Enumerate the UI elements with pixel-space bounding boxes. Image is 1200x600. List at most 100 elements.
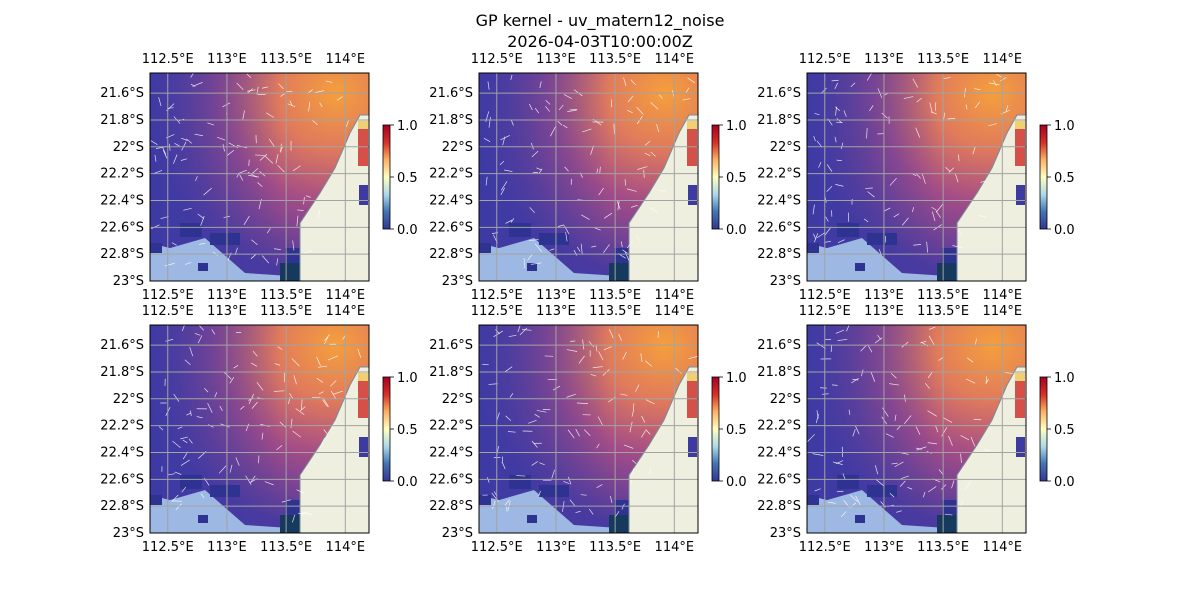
- wind-vector: [632, 403, 635, 410]
- wind-vector: [199, 242, 206, 245]
- wind-vector: [599, 166, 601, 174]
- wind-vector: [279, 421, 286, 428]
- low-cell-3: [479, 495, 491, 505]
- wind-vector: [245, 423, 250, 432]
- wind-vector: [293, 375, 297, 385]
- x-tick-label-top: 112.5°E: [799, 52, 851, 67]
- wind-vector: [549, 248, 555, 251]
- wind-vector: [536, 410, 547, 413]
- colorbar: [1039, 124, 1048, 230]
- wind-vector: [233, 365, 239, 369]
- wind-vector: [565, 232, 568, 242]
- wind-vector: [834, 136, 837, 143]
- x-tick-label-top: 112.5°E: [142, 304, 194, 319]
- wind-vector: [935, 425, 939, 433]
- wind-vector: [907, 486, 913, 490]
- figure-subtitle: 2026-04-03T10:00:00Z: [507, 32, 693, 51]
- wind-vector: [291, 358, 300, 367]
- wind-vector: [197, 335, 203, 344]
- wind-vector: [645, 360, 653, 367]
- wind-vector: [207, 122, 215, 126]
- wind-vector: [508, 431, 516, 433]
- y-tick-label: 23°S: [442, 526, 473, 541]
- wind-vector: [617, 200, 620, 211]
- land: [956, 114, 1026, 281]
- y-tick-label: 23°S: [770, 526, 801, 541]
- wind-vector: [891, 462, 898, 465]
- x-tick-label-bottom: 113°E: [536, 540, 576, 555]
- x-tick-label-top: 113°E: [536, 304, 576, 319]
- wind-vector: [357, 348, 362, 358]
- wind-vector: [330, 390, 337, 400]
- wind-vector: [268, 138, 276, 148]
- wind-vector: [261, 432, 264, 440]
- wind-vector: [522, 329, 532, 331]
- coastal-cell-top: [1015, 121, 1025, 129]
- wind-vector: [863, 218, 869, 223]
- wind-vector: [927, 442, 937, 445]
- map-panel-6: 112.5°E 112.5°E 113°E 113°E 113.5°E 113.5°E 11…: [757, 304, 1074, 555]
- wind-vector: [903, 96, 914, 99]
- wind-vector: [534, 413, 540, 418]
- wind-vector: [278, 83, 284, 90]
- wind-vector: [645, 429, 651, 435]
- wind-vector: [637, 166, 648, 170]
- low-cell-4: [855, 263, 865, 271]
- coastal-cell-top: [358, 373, 368, 381]
- wind-vector: [183, 207, 192, 211]
- wind-vector: [172, 440, 181, 449]
- low-cell-1: [210, 485, 240, 497]
- wind-vector: [867, 191, 875, 198]
- figure-title: GP kernel - uv_matern12_noise: [476, 11, 725, 31]
- wind-vector: [640, 353, 643, 362]
- wind-vector: [900, 475, 910, 479]
- wind-vector: [519, 327, 528, 336]
- wind-vector: [649, 206, 658, 213]
- wind-vector: [538, 168, 543, 174]
- wind-vector: [257, 182, 263, 187]
- x-tick-label-bottom: 113.5°E: [589, 540, 641, 555]
- colorbar-tick-label: 0.5: [726, 423, 747, 438]
- wind-vector: [182, 439, 188, 444]
- coastal-cell-low: [688, 437, 697, 457]
- wind-vector: [214, 392, 218, 398]
- wind-vector: [296, 489, 305, 494]
- wind-vector: [597, 416, 603, 426]
- wind-vector: [883, 207, 891, 212]
- wind-vector: [896, 510, 902, 513]
- y-tick-label: 22.6°S: [429, 472, 473, 487]
- y-tick-label: 22.4°S: [100, 445, 144, 460]
- wind-vector: [534, 108, 540, 114]
- wind-vector: [928, 335, 935, 346]
- colorbar-tick-label: 1.0: [397, 119, 418, 134]
- wind-vector: [965, 104, 968, 110]
- wind-vector: [189, 346, 194, 357]
- wind-vector: [945, 166, 951, 172]
- wind-vector: [305, 195, 311, 198]
- colorbar: [711, 376, 720, 482]
- wind-vector: [298, 512, 304, 515]
- wind-vector: [926, 241, 928, 253]
- wind-vector: [644, 152, 651, 157]
- wind-vector: [825, 216, 829, 222]
- wind-vector: [816, 342, 826, 349]
- land: [956, 366, 1026, 533]
- wind-vector: [200, 493, 205, 499]
- low-cell-1: [867, 485, 897, 497]
- x-tick-label-bottom: 112.5°E: [799, 288, 851, 303]
- y-tick-label: 22.4°S: [100, 193, 144, 208]
- wind-vector: [539, 81, 542, 88]
- wind-vector: [319, 102, 323, 108]
- x-tick-label-bottom: 114°E: [655, 288, 695, 303]
- wind-vector: [576, 402, 588, 404]
- wind-vector: [181, 137, 188, 141]
- wind-vector: [575, 511, 581, 513]
- wind-vector: [151, 224, 160, 230]
- y-tick-label: 21.8°S: [100, 365, 144, 380]
- wind-vector: [531, 440, 538, 448]
- y-tick-label: 22°S: [113, 392, 144, 407]
- wind-vector: [977, 214, 987, 218]
- wind-vector: [590, 374, 597, 377]
- wind-vector: [345, 119, 349, 128]
- wind-vector: [259, 153, 268, 161]
